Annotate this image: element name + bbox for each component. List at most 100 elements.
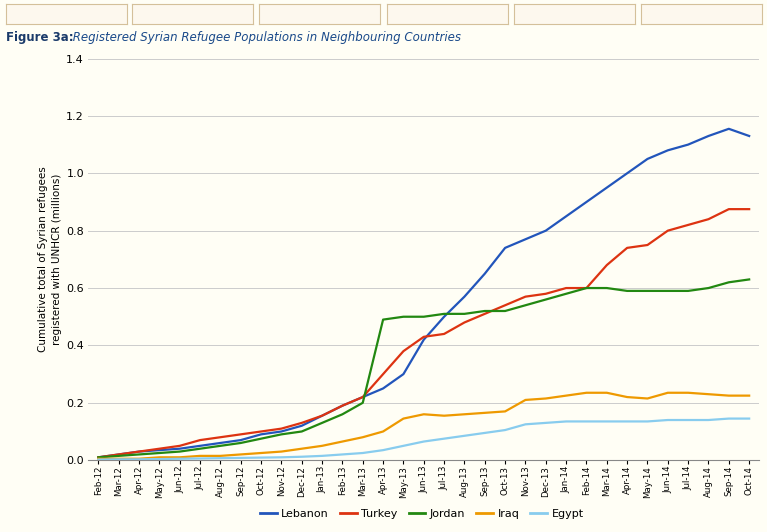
Jordan	[683, 288, 693, 294]
Egypt	[277, 454, 286, 461]
Jordan	[358, 400, 367, 406]
Egypt	[704, 417, 713, 423]
Egypt	[480, 430, 489, 436]
Iraq	[277, 448, 286, 455]
Turkey	[439, 331, 449, 337]
Iraq	[521, 397, 530, 403]
Turkey	[683, 222, 693, 228]
Jordan	[623, 288, 632, 294]
Lebanon	[582, 199, 591, 205]
Iraq	[704, 391, 713, 397]
Jordan	[175, 448, 184, 455]
Lebanon	[236, 437, 245, 443]
Turkey	[623, 245, 632, 251]
Egypt	[175, 455, 184, 462]
Lebanon	[318, 412, 327, 419]
Turkey	[582, 285, 591, 291]
Turkey	[521, 294, 530, 300]
Y-axis label: Cumulative total of Syrian refugees
registered with UNHCR (millions): Cumulative total of Syrian refugees regi…	[38, 167, 62, 352]
Turkey	[256, 428, 265, 435]
Lebanon	[358, 394, 367, 400]
Turkey	[378, 371, 387, 377]
Turkey	[663, 228, 673, 234]
Lebanon	[704, 133, 713, 139]
Iraq	[114, 455, 123, 462]
Iraq	[378, 428, 387, 435]
Egypt	[297, 454, 306, 460]
Turkey	[602, 262, 611, 268]
Iraq	[236, 451, 245, 458]
Egypt	[358, 450, 367, 456]
Lebanon	[501, 245, 510, 251]
Turkey	[419, 334, 428, 340]
Iraq	[94, 455, 103, 462]
Jordan	[582, 285, 591, 291]
Turkey	[460, 319, 469, 326]
Iraq	[175, 454, 184, 461]
Lebanon	[745, 133, 754, 139]
Egypt	[256, 454, 265, 461]
Lebanon	[297, 422, 306, 429]
Iraq	[663, 389, 673, 396]
Egypt	[439, 436, 449, 442]
Lebanon	[277, 428, 286, 435]
Iraq	[196, 453, 205, 459]
Egypt	[724, 415, 733, 422]
Iraq	[582, 389, 591, 396]
Egypt	[134, 456, 143, 462]
Iraq	[643, 395, 652, 402]
Egypt	[663, 417, 673, 423]
Egypt	[460, 433, 469, 439]
Jordan	[643, 288, 652, 294]
Jordan	[480, 308, 489, 314]
Turkey	[277, 426, 286, 432]
Iraq	[460, 411, 469, 418]
Iraq	[501, 408, 510, 414]
Egypt	[542, 420, 551, 426]
Turkey	[94, 454, 103, 461]
Lebanon	[378, 385, 387, 392]
Iraq	[216, 453, 225, 459]
Turkey	[480, 311, 489, 317]
Egypt	[419, 438, 428, 445]
Turkey	[134, 448, 143, 455]
Egypt	[683, 417, 693, 423]
Lebanon	[94, 454, 103, 461]
Line: Turkey: Turkey	[98, 209, 749, 458]
Lebanon	[175, 445, 184, 452]
Jordan	[419, 313, 428, 320]
Egypt	[582, 418, 591, 425]
Lebanon	[439, 313, 449, 320]
Iraq	[155, 454, 164, 461]
Lebanon	[602, 185, 611, 191]
Turkey	[175, 443, 184, 449]
Lebanon	[542, 228, 551, 234]
Jordan	[663, 288, 673, 294]
Lebanon	[460, 294, 469, 300]
Jordan	[460, 311, 469, 317]
Turkey	[704, 216, 713, 222]
Egypt	[745, 415, 754, 422]
Egypt	[378, 447, 387, 453]
Turkey	[114, 451, 123, 458]
Iraq	[602, 389, 611, 396]
Egypt	[501, 427, 510, 433]
Egypt	[114, 456, 123, 462]
Turkey	[236, 431, 245, 437]
Iraq	[419, 411, 428, 418]
Lebanon	[196, 443, 205, 449]
Iraq	[542, 395, 551, 402]
Jordan	[724, 279, 733, 286]
Iraq	[561, 393, 571, 399]
Lebanon	[134, 448, 143, 455]
Line: Egypt: Egypt	[98, 419, 749, 460]
Line: Iraq: Iraq	[98, 393, 749, 459]
Jordan	[501, 308, 510, 314]
Turkey	[542, 290, 551, 297]
Jordan	[236, 440, 245, 446]
Iraq	[337, 438, 347, 445]
Iraq	[318, 443, 327, 449]
Turkey	[196, 437, 205, 443]
Iraq	[256, 450, 265, 456]
Iraq	[745, 393, 754, 399]
